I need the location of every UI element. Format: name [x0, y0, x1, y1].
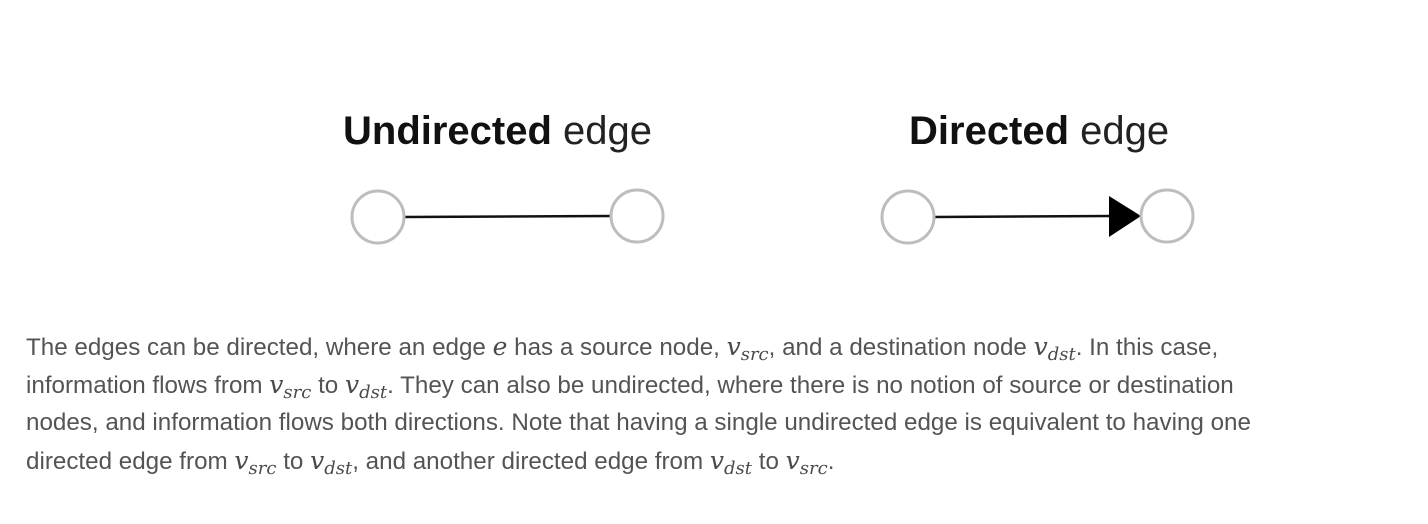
directed-source-node: [880, 189, 936, 245]
caption-text: The edges can be directed, where an edge: [26, 334, 493, 361]
math-subscript: src: [799, 458, 828, 479]
undirected-edge-title: Undirected edge: [343, 104, 652, 158]
caption-paragraph: The edges can be directed, where an edge…: [26, 328, 1421, 480]
math-v: v: [726, 332, 741, 361]
math-v-src: vsrc: [234, 446, 276, 478]
math-v-src: vsrc: [269, 370, 311, 402]
caption-text: to: [752, 448, 786, 475]
caption-text: directed edge from: [26, 448, 235, 475]
caption-text: . They can also be undirected, where the…: [387, 372, 1234, 399]
caption-text: to: [276, 448, 311, 475]
directed-edge-line: [934, 214, 1113, 219]
caption-line-3: nodes, and information flows both direct…: [26, 404, 1421, 442]
math-v-src: vsrc: [726, 332, 769, 364]
math-v: v: [310, 446, 325, 475]
undirected-title-rest: edge: [551, 109, 653, 153]
undirected-target-node: [609, 188, 665, 244]
math-subscript: dst: [324, 458, 353, 479]
math-subscript: dst: [359, 382, 388, 403]
caption-text: to: [311, 372, 345, 399]
math-v-dst: vdst: [344, 370, 387, 402]
undirected-source-node: [350, 189, 406, 245]
edges-svg: [350, 188, 1195, 245]
directed-target-node: [1139, 188, 1195, 244]
math-subscript: src: [740, 344, 769, 365]
directed-edge-title: Directed edge: [909, 104, 1169, 158]
undirected-title-bold: Undirected: [343, 109, 552, 153]
math-v: v: [269, 370, 284, 399]
math-subscript: dst: [724, 458, 753, 479]
math-e: e: [492, 332, 508, 361]
caption-text: , and another directed edge from: [352, 448, 710, 475]
caption-text: information flows from: [26, 372, 270, 399]
math-v-dst: vdst: [709, 446, 752, 478]
directed-edge-group: [880, 188, 1195, 245]
math-subscript: dst: [1047, 344, 1076, 365]
edge-diagram: Undirected edge Directed edge: [343, 104, 1195, 245]
math-v: v: [709, 446, 725, 475]
math-v-src: vsrc: [785, 446, 828, 478]
math-v: v: [1033, 332, 1048, 361]
caption-line-4: directed edge from vsrc to vdst, and ano…: [26, 442, 1421, 480]
caption-text: nodes, and information flows both direct…: [26, 409, 1251, 436]
math-v-dst: vdst: [310, 446, 352, 478]
math-subscript: src: [283, 382, 312, 403]
undirected-edge-group: [350, 188, 665, 245]
math-v: v: [344, 370, 360, 399]
directed-title-bold: Directed: [909, 109, 1070, 153]
math-v: v: [234, 446, 249, 475]
directed-title-rest: edge: [1069, 109, 1170, 153]
caption-line-1: The edges can be directed, where an edge…: [26, 328, 1421, 366]
caption-text: .: [827, 448, 835, 475]
caption-text: , and a destination node: [768, 334, 1034, 361]
undirected-edge-line: [404, 214, 611, 219]
math-v: v: [785, 446, 800, 475]
caption-line-2: information flows from vsrc to vdst. The…: [26, 366, 1421, 404]
arrowhead-icon: [1109, 196, 1141, 237]
caption-text: . In this case,: [1075, 334, 1219, 361]
math-subscript: src: [248, 458, 277, 479]
math-v-dst: vdst: [1033, 332, 1076, 364]
caption-text: has a source node,: [507, 334, 727, 361]
